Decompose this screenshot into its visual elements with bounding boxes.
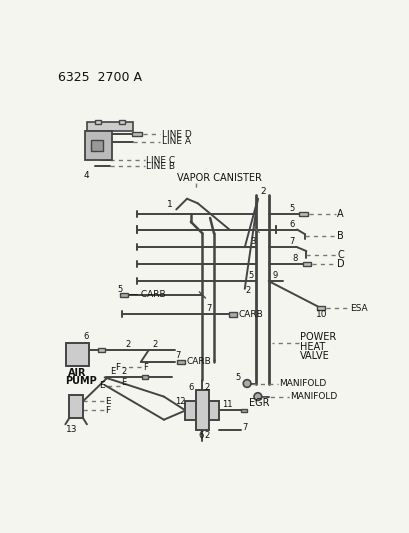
Text: 4: 4	[83, 171, 88, 180]
Text: 5: 5	[117, 285, 123, 294]
Bar	[90, 140, 103, 151]
Text: F: F	[115, 363, 120, 372]
Circle shape	[243, 379, 250, 387]
Bar	[85, 131, 112, 160]
Text: 2: 2	[121, 367, 126, 376]
Bar	[131, 132, 142, 136]
Text: 6: 6	[289, 220, 294, 229]
Text: A: A	[336, 209, 343, 219]
Text: 2: 2	[260, 187, 265, 196]
Text: F: F	[105, 406, 110, 415]
Text: 13: 13	[66, 425, 77, 434]
Bar	[87, 122, 133, 131]
Text: 2: 2	[152, 340, 157, 349]
Bar	[229, 312, 236, 317]
Text: POWER: POWER	[299, 332, 336, 342]
Text: CARB: CARB	[186, 358, 211, 367]
Text: 8: 8	[292, 254, 297, 263]
Text: — CARB: — CARB	[129, 290, 166, 300]
Text: 2: 2	[125, 340, 130, 349]
Text: F: F	[143, 363, 148, 372]
Bar	[298, 212, 307, 216]
Text: 7: 7	[289, 237, 294, 246]
Text: 6325  2700 A: 6325 2700 A	[58, 71, 142, 84]
Text: LINE C: LINE C	[146, 156, 175, 165]
Text: 1: 1	[166, 200, 172, 209]
Bar	[141, 375, 147, 379]
Text: PUMP: PUMP	[65, 376, 97, 386]
Text: 7: 7	[206, 304, 211, 312]
Text: 10: 10	[315, 311, 326, 319]
Bar	[240, 408, 247, 413]
Bar	[119, 120, 125, 124]
Text: 2: 2	[245, 286, 250, 295]
Text: E: E	[121, 378, 126, 387]
Text: LINE D: LINE D	[161, 130, 191, 139]
Text: ESA: ESA	[349, 304, 367, 312]
Text: 7: 7	[175, 351, 180, 360]
Bar	[66, 343, 89, 366]
Bar	[69, 395, 83, 418]
Bar	[94, 120, 101, 124]
Text: B: B	[336, 231, 343, 241]
Bar	[98, 349, 104, 352]
Text: 6: 6	[83, 332, 88, 341]
Text: 3: 3	[249, 237, 255, 246]
Text: 11: 11	[221, 400, 231, 409]
Bar	[120, 293, 128, 297]
Bar	[317, 306, 324, 310]
Text: 6: 6	[198, 431, 203, 440]
Text: HEAT: HEAT	[299, 342, 325, 352]
Text: EGR: EGR	[248, 398, 268, 408]
Text: 5: 5	[289, 204, 294, 213]
Text: LINE A: LINE A	[161, 137, 190, 146]
Text: 9: 9	[272, 271, 277, 280]
Bar	[177, 360, 184, 364]
Text: E: E	[99, 381, 104, 390]
Text: 2: 2	[203, 383, 209, 392]
Text: MANIFOLD: MANIFOLD	[279, 379, 326, 388]
Bar	[302, 262, 310, 266]
Circle shape	[254, 393, 261, 400]
Text: E: E	[110, 367, 115, 376]
Text: 6: 6	[188, 383, 193, 392]
Text: VAPOR CANISTER: VAPOR CANISTER	[177, 173, 261, 183]
Text: 5: 5	[248, 271, 253, 280]
Text: 12: 12	[174, 397, 185, 406]
Text: E: E	[105, 397, 111, 406]
Text: 5: 5	[235, 373, 240, 382]
Text: VALVE: VALVE	[299, 351, 329, 361]
Text: 7: 7	[242, 423, 247, 432]
Text: LINE B: LINE B	[146, 162, 175, 171]
Bar	[185, 401, 219, 419]
Bar	[196, 391, 208, 431]
Text: C: C	[336, 250, 343, 260]
Text: D: D	[336, 259, 344, 269]
Text: 2: 2	[203, 431, 209, 440]
Text: AIR: AIR	[67, 368, 86, 378]
Text: MANIFOLD: MANIFOLD	[290, 392, 337, 401]
Text: CARB: CARB	[238, 310, 263, 319]
